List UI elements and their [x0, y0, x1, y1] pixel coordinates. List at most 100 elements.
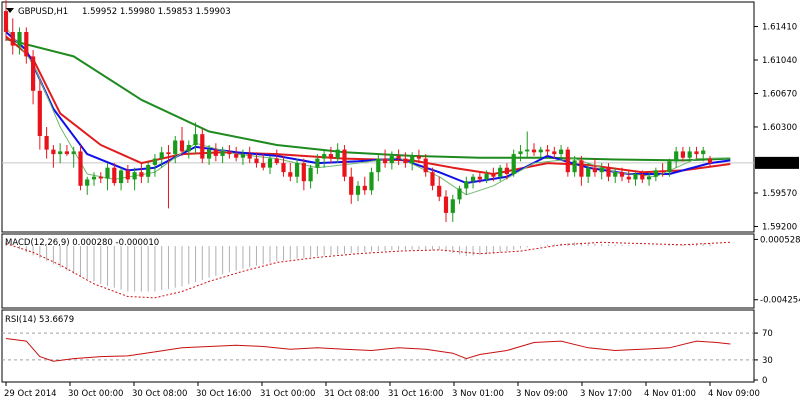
candle-body: [674, 151, 679, 162]
candle-body: [105, 167, 110, 179]
candle-body: [437, 185, 442, 197]
candle: [173, 136, 178, 164]
price-tick-label: 1.60300: [762, 123, 797, 133]
candle-body: [443, 196, 449, 213]
candle-body: [592, 167, 597, 173]
candle: [234, 146, 239, 162]
candle-body: [423, 158, 428, 173]
candle: [247, 146, 252, 164]
time-axis: 29 Oct 2014 30 Oct 00:00 30 Oct 08:00 30 Oc…: [4, 382, 760, 399]
rsi-line: [5, 338, 731, 362]
time-tick-label: 3 Nov 17:00: [580, 389, 632, 399]
price-tick-label: 1.61040: [762, 56, 797, 66]
candle: [396, 149, 401, 165]
candle-body: [579, 160, 584, 177]
time-tick-label: 31 Oct 16:00: [388, 389, 443, 399]
rsi-tick-label: 30: [762, 356, 773, 366]
candle: [322, 149, 327, 168]
candle: [606, 163, 611, 182]
candle-body: [213, 149, 218, 156]
candle-body: [477, 176, 482, 180]
candle: [626, 170, 631, 184]
candle-body: [17, 32, 22, 46]
candle: [430, 167, 435, 191]
candle: [653, 167, 658, 182]
candle: [471, 174, 476, 189]
candle-body: [389, 155, 394, 164]
candle: [152, 154, 157, 177]
candle: [592, 158, 597, 177]
candle: [531, 143, 537, 156]
candle: [193, 122, 198, 155]
candle: [227, 145, 232, 159]
rsi-tick-label: 70: [762, 329, 773, 339]
candle: [674, 146, 679, 168]
candle: [207, 145, 212, 165]
candle-body: [64, 151, 69, 155]
candle-body: [288, 172, 293, 177]
candle-body: [234, 154, 239, 158]
candle: [504, 163, 509, 180]
candle-body: [240, 154, 245, 158]
candle: [267, 155, 273, 174]
candle: [423, 154, 428, 177]
candle-body: [680, 151, 685, 158]
candle: [139, 163, 144, 184]
candle: [288, 163, 293, 182]
price-tick-label: 1.59570: [762, 189, 797, 199]
candle: [220, 146, 225, 164]
price-tick-label: 1.60670: [762, 89, 797, 99]
candle: [633, 172, 638, 186]
candle: [105, 163, 110, 191]
candle: [159, 146, 164, 168]
candle: [687, 146, 692, 162]
candle: [254, 152, 259, 168]
candle-body: [613, 172, 618, 177]
candle: [179, 126, 185, 156]
candle: [619, 167, 625, 182]
candle-body: [301, 163, 306, 182]
candle: [559, 145, 564, 159]
candle: [579, 155, 584, 186]
candle: [383, 149, 388, 168]
candle: [511, 149, 516, 177]
current-price-box: [755, 156, 799, 169]
candle: [545, 145, 550, 156]
candle-body: [498, 167, 503, 177]
candle-body: [572, 160, 577, 173]
candle-body: [10, 32, 15, 46]
candle-body: [647, 176, 652, 180]
candle-body: [369, 172, 374, 191]
candle: [17, 27, 22, 55]
candle: [389, 151, 394, 170]
candle: [166, 145, 171, 209]
candle: [701, 146, 706, 162]
candle: [518, 145, 523, 162]
candle: [71, 146, 76, 168]
candle-body: [37, 90, 42, 136]
macd-title: MACD(12,26,9) 0.000280 -0.000010: [5, 238, 159, 248]
candle-body: [355, 185, 361, 195]
candle: [44, 126, 49, 159]
candle-body: [3, 11, 9, 32]
candle: [24, 27, 29, 64]
candle: [477, 172, 482, 184]
macd-tick-label: -0.004254: [760, 296, 800, 306]
candle: [301, 158, 306, 191]
candle-body: [362, 185, 367, 191]
macd-tick-label: 0.000528: [760, 235, 800, 245]
candle: [31, 50, 36, 105]
time-tick-label: 31 Oct 08:00: [324, 389, 379, 399]
candle-body: [179, 140, 185, 152]
candle-body: [383, 158, 388, 164]
candle: [274, 149, 279, 165]
candle: [112, 163, 117, 186]
chevron-down-icon[interactable]: [6, 8, 14, 13]
candle-body: [457, 188, 462, 200]
candle-body: [186, 145, 191, 152]
candle-body: [207, 149, 212, 159]
candle: [98, 172, 103, 184]
candle-body: [667, 161, 672, 173]
candle-body: [125, 170, 130, 180]
candle: [78, 145, 83, 191]
